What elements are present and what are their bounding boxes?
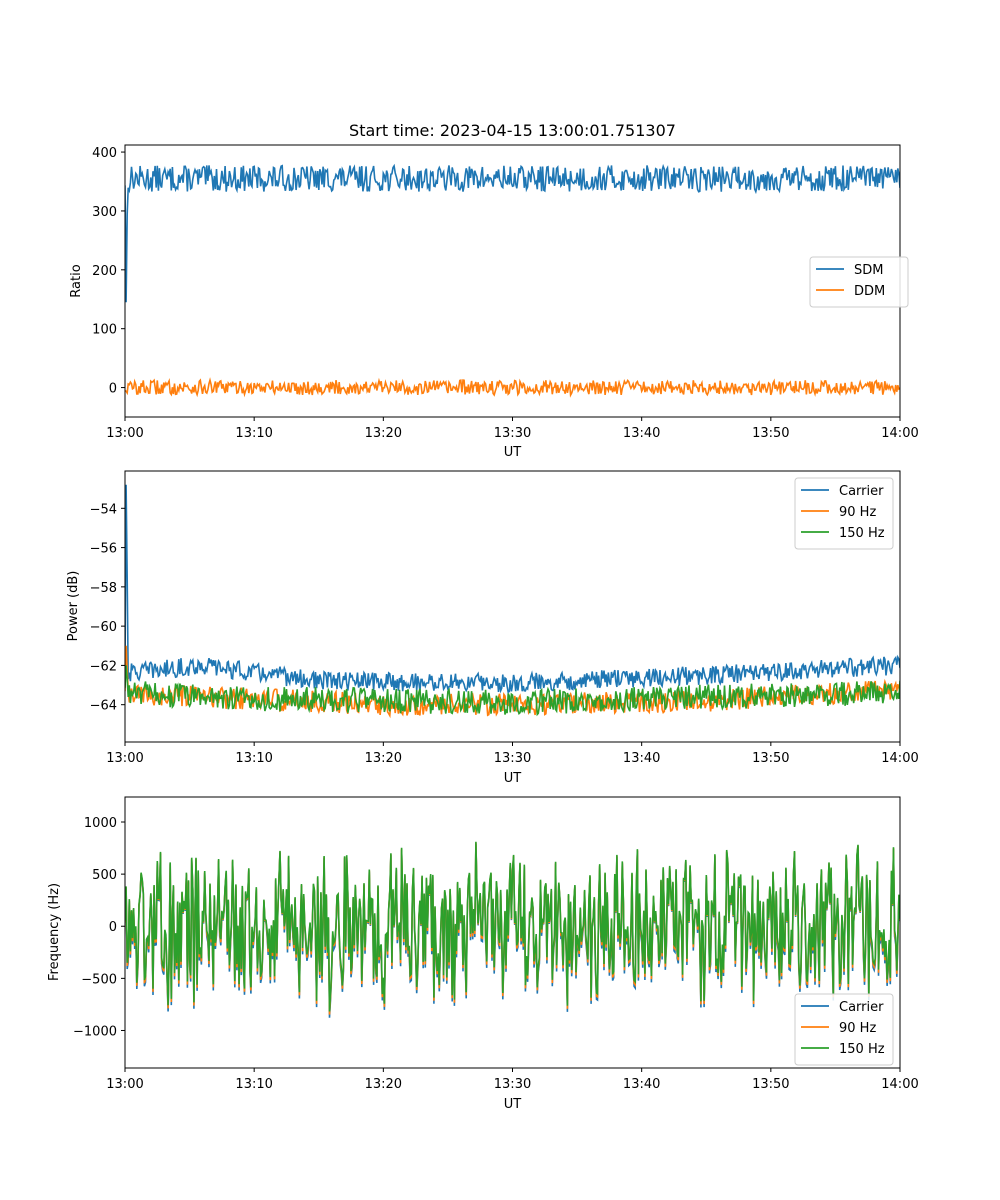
x-tick-label: 13:00: [106, 751, 143, 766]
y-tick-label: −60: [90, 620, 117, 635]
ratio-panel: Start time: 2023-04-15 13:00:01.751307 1…: [69, 121, 919, 460]
frequency-legend: Carrier 90 Hz 150 Hz: [794, 993, 894, 1066]
x-tick-label: 13:10: [235, 426, 272, 441]
x-tick-label: 13:40: [623, 751, 660, 766]
ratio-x-axis: 13:00 13:10 13:20 13:30 13:40 13:50 14:00: [106, 417, 919, 441]
legend-label: DDM: [854, 284, 885, 299]
x-tick-label: 13:00: [106, 426, 143, 441]
power-x-axis: 13:00 13:10 13:20 13:30 13:40 13:50 14:00: [106, 742, 919, 766]
y-tick-label: 0: [109, 920, 117, 935]
series-line-150-hz: [125, 841, 900, 1012]
power-legend: Carrier 90 Hz 150 Hz: [794, 477, 894, 550]
x-tick-label: 13:40: [623, 1077, 660, 1092]
power-plot-area: [125, 484, 900, 719]
legend-label: 90 Hz: [839, 1021, 876, 1036]
ratio-y-axis-label: Ratio: [69, 264, 84, 297]
y-tick-label: −54: [90, 502, 117, 517]
x-tick-label: 13:20: [365, 1077, 402, 1092]
series-line-150-hz: [125, 665, 900, 717]
x-tick-label: 13:20: [365, 751, 402, 766]
y-tick-label: −58: [90, 581, 117, 596]
y-tick-label: 1000: [84, 816, 117, 831]
y-tick-label: 0: [109, 382, 117, 397]
legend-label: SDM: [854, 263, 883, 278]
y-tick-label: −1000: [73, 1024, 117, 1039]
series-line-carrier: [125, 484, 900, 694]
x-tick-label: 13:40: [623, 426, 660, 441]
x-tick-label: 14:00: [881, 1077, 918, 1092]
y-tick-label: 500: [92, 868, 117, 883]
frequency-x-axis: 13:00 13:10 13:20 13:30 13:40 13:50 14:00: [106, 1068, 919, 1092]
frequency-x-axis-label: UT: [504, 1097, 522, 1112]
series-line-ddm: [125, 377, 900, 398]
y-tick-label: −64: [90, 699, 117, 714]
power-x-axis-label: UT: [504, 771, 522, 786]
x-tick-label: 13:30: [494, 426, 531, 441]
ratio-legend: SDM DDM: [809, 256, 909, 308]
frequency-plot-area: [125, 841, 900, 1018]
frequency-panel: 13:00 13:10 13:20 13:30 13:40 13:50 14:00 −100…: [47, 796, 919, 1112]
ratio-plot-area: [125, 163, 900, 398]
x-tick-label: 13:10: [235, 751, 272, 766]
x-tick-label: 13:00: [106, 1077, 143, 1092]
x-tick-label: 14:00: [881, 426, 918, 441]
y-tick-label: 300: [92, 205, 117, 220]
ratio-x-axis-label: UT: [504, 445, 522, 460]
y-tick-label: 200: [92, 264, 117, 279]
legend-label: 150 Hz: [839, 526, 885, 541]
legend-label: Carrier: [839, 484, 884, 499]
y-tick-label: −62: [90, 659, 117, 674]
x-tick-label: 13:50: [752, 426, 789, 441]
x-tick-label: 13:20: [365, 426, 402, 441]
y-tick-label: 100: [92, 323, 117, 338]
frequency-y-axis-label: Frequency (Hz): [47, 883, 62, 981]
x-tick-label: 13:30: [494, 1077, 531, 1092]
legend-label: Carrier: [839, 1000, 884, 1015]
frequency-y-axis: −1000 −500 0 500 1000: [73, 816, 125, 1039]
y-tick-label: −500: [81, 972, 117, 987]
y-tick-label: 400: [92, 146, 117, 161]
power-panel: 13:00 13:10 13:20 13:30 13:40 13:50 14:00 −64−…: [66, 470, 919, 786]
x-tick-label: 13:30: [494, 751, 531, 766]
y-tick-label: −56: [90, 542, 117, 557]
x-tick-label: 14:00: [881, 751, 918, 766]
legend-label: 90 Hz: [839, 505, 876, 520]
ratio-y-axis: 0 100 200 300 400: [92, 146, 125, 397]
legend-label: 150 Hz: [839, 1042, 885, 1057]
chart-title: Start time: 2023-04-15 13:00:01.751307: [349, 121, 676, 140]
x-tick-label: 13:50: [752, 751, 789, 766]
x-tick-label: 13:50: [752, 1077, 789, 1092]
series-line-sdm: [125, 163, 900, 303]
power-y-axis: −64 −62 −60 −58 −56 −54: [90, 502, 125, 714]
power-y-axis-label: Power (dB): [66, 571, 81, 642]
x-tick-label: 13:10: [235, 1077, 272, 1092]
